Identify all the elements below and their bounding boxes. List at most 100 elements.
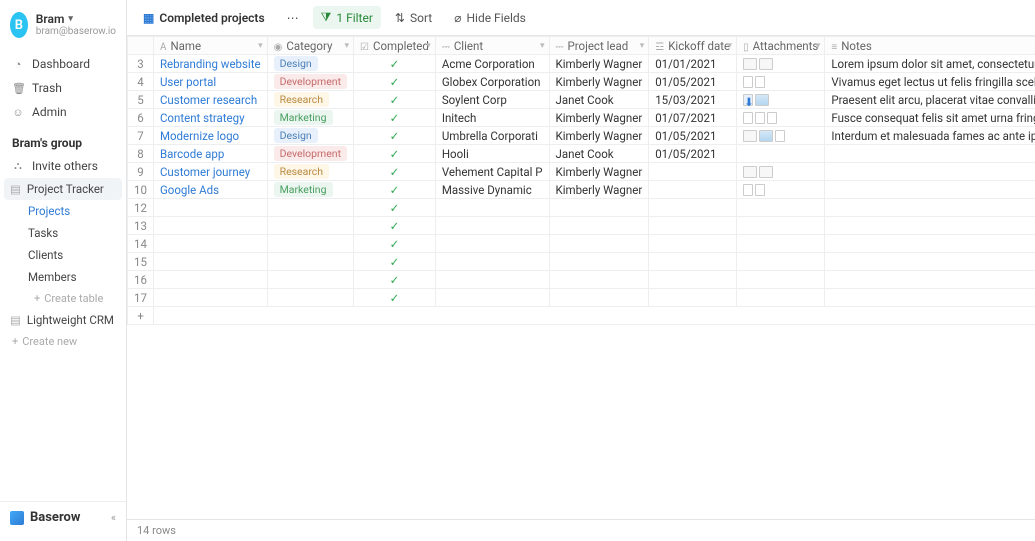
col-date[interactable]: ☲Kickoff date▾ [649, 37, 737, 55]
col-attachments[interactable]: ▯Attachments▾ [737, 37, 825, 55]
cell-name[interactable] [153, 289, 267, 307]
nav-admin[interactable]: ☺Admin [0, 100, 126, 124]
cell-notes[interactable]: Praesent elit arcu, placerat vitae conva… [825, 91, 1035, 109]
cell-notes[interactable] [825, 235, 1035, 253]
chevron-down-icon[interactable]: ▾ [540, 41, 545, 51]
table-row[interactable]: 5Customer researchResearch✓Soylent CorpJ… [128, 91, 1035, 109]
cell-client[interactable] [435, 289, 549, 307]
cell-lead[interactable]: Kimberly Wagner [549, 127, 649, 145]
cell-notes[interactable] [825, 217, 1035, 235]
cell-category[interactable]: Research [267, 163, 353, 181]
cell-notes[interactable] [825, 163, 1035, 181]
cell-attachments[interactable] [737, 145, 825, 163]
cell-date[interactable]: 01/05/2021 [649, 127, 737, 145]
cell-date[interactable]: 15/03/2021 [649, 91, 737, 109]
view-more[interactable]: ⋯ [279, 7, 307, 29]
cell-category[interactable]: Design [267, 127, 353, 145]
cell-notes[interactable] [825, 181, 1035, 199]
col-completed[interactable]: ☑Completed▾ [354, 37, 436, 55]
cell-lead[interactable] [549, 217, 649, 235]
cell-notes[interactable]: Fusce consequat felis sit amet urna frin… [825, 109, 1035, 127]
col-lead[interactable]: ⎓Project lead▾ [549, 37, 649, 55]
cell-notes[interactable] [825, 199, 1035, 217]
cell-notes[interactable] [825, 271, 1035, 289]
cell-completed[interactable]: ✓ [354, 91, 436, 109]
cell-attachments[interactable] [737, 55, 825, 73]
cell-name[interactable] [153, 199, 267, 217]
cell-name[interactable]: Customer research [153, 91, 267, 109]
cell-lead[interactable]: Kimberly Wagner [549, 73, 649, 91]
cell-client[interactable]: Acme Corporation [435, 55, 549, 73]
cell-client[interactable]: Umbrella Corporati [435, 127, 549, 145]
cell-name[interactable] [153, 217, 267, 235]
table-row[interactable]: 10Google AdsMarketing✓Massive DynamicKim… [128, 181, 1035, 199]
cell-attachments[interactable] [737, 127, 825, 145]
cell-completed[interactable]: ✓ [354, 127, 436, 145]
cell-attachments[interactable] [737, 109, 825, 127]
table-row[interactable]: 7Modernize logoDesign✓Umbrella Corporati… [128, 127, 1035, 145]
create-new[interactable]: +Create new [0, 331, 126, 352]
cell-category[interactable] [267, 217, 353, 235]
table-clients[interactable]: Clients [22, 244, 126, 266]
cell-category[interactable]: Development [267, 73, 353, 91]
cell-lead[interactable]: Kimberly Wagner [549, 55, 649, 73]
create-table[interactable]: +Create table [22, 288, 126, 309]
cell-name[interactable]: Barcode app [153, 145, 267, 163]
cell-name[interactable]: Modernize logo [153, 127, 267, 145]
cell-completed[interactable]: ✓ [354, 253, 436, 271]
cell-client[interactable]: Massive Dynamic [435, 181, 549, 199]
cell-category[interactable] [267, 253, 353, 271]
cell-name[interactable]: Content strategy [153, 109, 267, 127]
cell-lead[interactable] [549, 199, 649, 217]
table-row[interactable]: 16✓ [128, 271, 1035, 289]
cell-date[interactable] [649, 289, 737, 307]
cell-category[interactable]: Marketing [267, 181, 353, 199]
cell-lead[interactable]: Kimberly Wagner [549, 109, 649, 127]
cell-date[interactable]: 01/05/2021 [649, 73, 737, 91]
table-row[interactable]: 6Content strategyMarketing✓InitechKimber… [128, 109, 1035, 127]
table-row[interactable]: 14✓ [128, 235, 1035, 253]
cell-category[interactable] [267, 199, 353, 217]
user-block[interactable]: B Bram▾ bram@baserow.io [0, 8, 126, 48]
cell-client[interactable] [435, 253, 549, 271]
table-row[interactable]: 15✓ [128, 253, 1035, 271]
table-projects[interactable]: Projects [22, 200, 126, 222]
cell-client[interactable] [435, 271, 549, 289]
cell-lead[interactable]: Kimberly Wagner [549, 163, 649, 181]
cell-completed[interactable]: ✓ [354, 217, 436, 235]
table-members[interactable]: Members [22, 266, 126, 288]
cell-lead[interactable]: Kimberly Wagner [549, 181, 649, 199]
cell-attachments[interactable] [737, 181, 825, 199]
sort-button[interactable]: ⇅Sort [387, 7, 440, 29]
cell-attachments[interactable] [737, 235, 825, 253]
col-category[interactable]: ◉Category▾ [267, 37, 353, 55]
nav-dashboard[interactable]: ◔Dashboard [0, 52, 126, 76]
cell-attachments[interactable]: ⬇ [737, 91, 825, 109]
cell-category[interactable]: Development [267, 145, 353, 163]
cell-date[interactable] [649, 253, 737, 271]
cell-notes[interactable]: Vivamus eget lectus ut felis fringilla s… [825, 73, 1035, 91]
invite-others[interactable]: ⛬Invite others [0, 154, 126, 178]
col-name[interactable]: AName▾ [153, 37, 267, 55]
chevron-down-icon[interactable]: ▾ [426, 41, 431, 51]
table-row[interactable]: 3Rebranding websiteDesign✓Acme Corporati… [128, 55, 1035, 73]
cell-attachments[interactable] [737, 217, 825, 235]
table-row[interactable]: 17✓ [128, 289, 1035, 307]
cell-completed[interactable]: ✓ [354, 289, 436, 307]
chevron-down-icon[interactable]: ▾ [345, 41, 350, 51]
cell-name[interactable]: Customer journey [153, 163, 267, 181]
cell-client[interactable]: Soylent Corp [435, 91, 549, 109]
cell-name[interactable] [153, 253, 267, 271]
cell-lead[interactable] [549, 235, 649, 253]
cell-notes[interactable] [825, 289, 1035, 307]
cell-date[interactable] [649, 163, 737, 181]
chevron-down-icon[interactable]: ▾ [640, 41, 645, 51]
cell-client[interactable]: Hooli [435, 145, 549, 163]
group-header[interactable]: Bram's group [0, 128, 126, 154]
cell-attachments[interactable] [737, 163, 825, 181]
cell-attachments[interactable] [737, 289, 825, 307]
cell-completed[interactable]: ✓ [354, 235, 436, 253]
table-row[interactable]: 4User portalDevelopment✓Globex Corporati… [128, 73, 1035, 91]
table-tasks[interactable]: Tasks [22, 222, 126, 244]
hide-fields-button[interactable]: ⌀Hide Fields [446, 7, 534, 29]
